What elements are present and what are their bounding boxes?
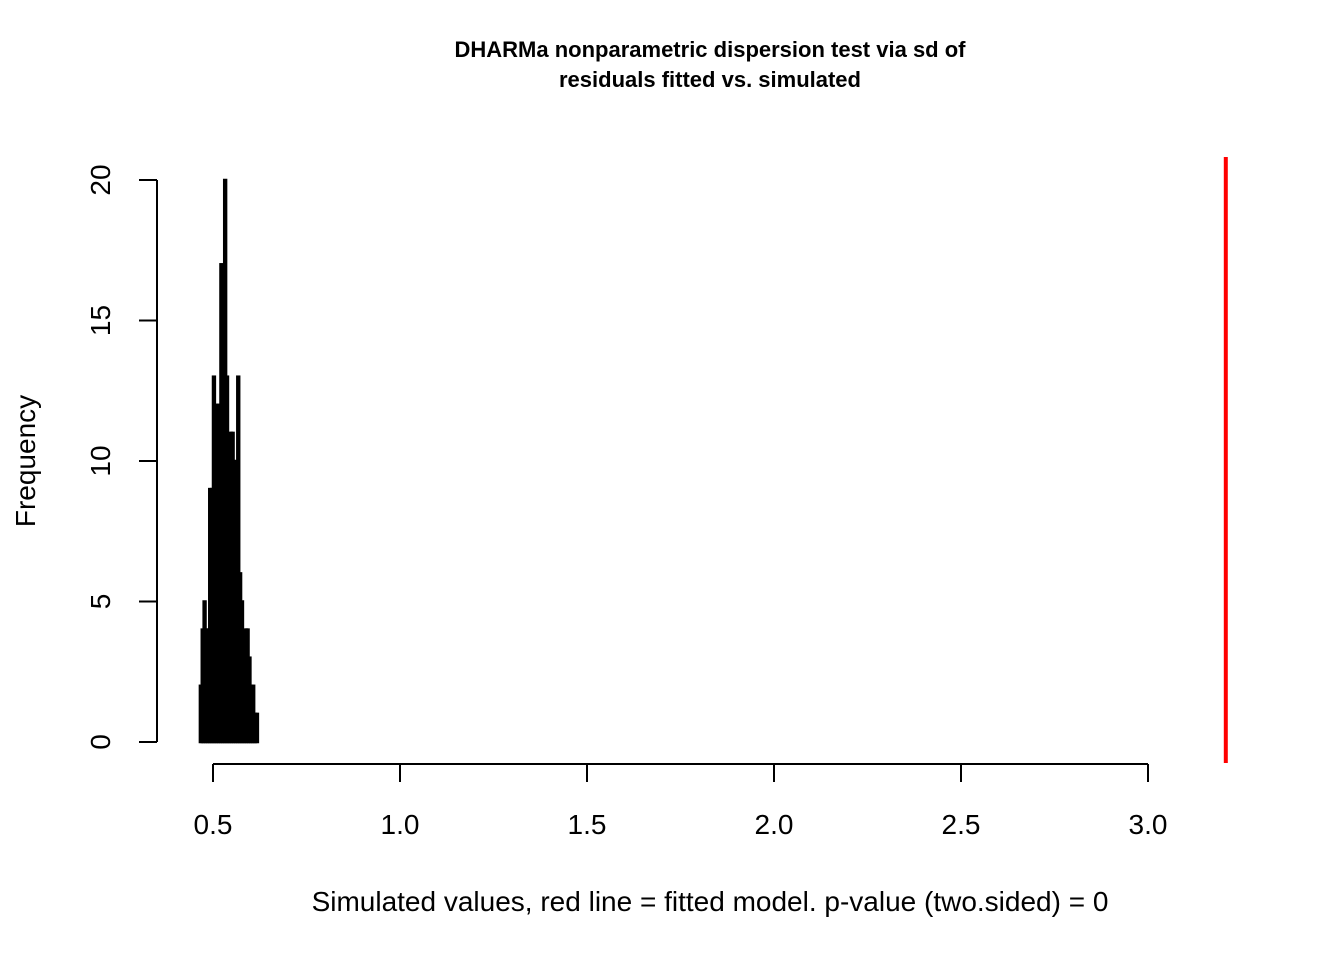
x-tick-label: 0.5 [194, 809, 233, 840]
histogram-bar [254, 712, 260, 744]
x-tick-label: 1.5 [568, 809, 607, 840]
histogram-bars [198, 178, 260, 744]
y-tick-label: 20 [85, 164, 116, 195]
y-axis: 0 5 10 15 20 [85, 164, 158, 750]
y-axis-label: Frequency [10, 395, 41, 527]
y-tick-label: 0 [85, 734, 116, 750]
x-axis: 0.5 1.0 1.5 2.0 2.5 3.0 [194, 763, 1168, 840]
x-tick-label: 2.5 [942, 809, 981, 840]
y-tick-label: 15 [85, 305, 116, 336]
x-tick-label: 3.0 [1129, 809, 1168, 840]
y-tick-label: 10 [85, 445, 116, 476]
chart-subtitle: residuals fitted vs. simulated [559, 67, 861, 92]
x-tick-label: 2.0 [755, 809, 794, 840]
y-tick-label: 5 [85, 594, 116, 610]
chart-title: DHARMa nonparametric dispersion test via… [455, 37, 967, 62]
x-tick-label: 1.0 [381, 809, 420, 840]
x-axis-label: Simulated values, red line = fitted mode… [312, 886, 1109, 917]
